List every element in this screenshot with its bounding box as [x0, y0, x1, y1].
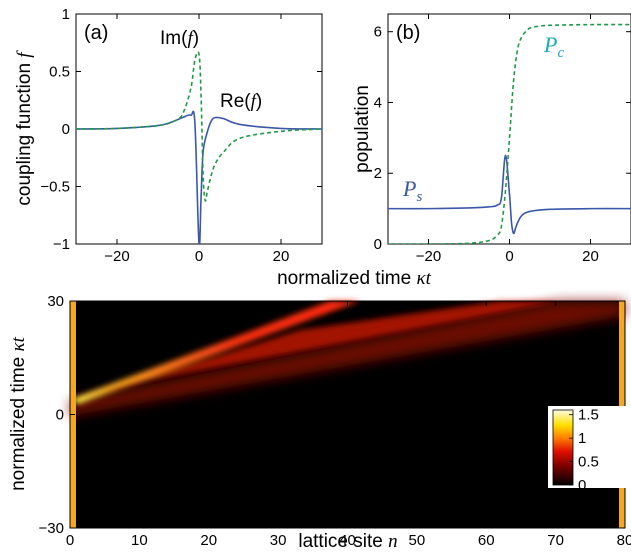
colorbar: 0 0.5 1 1.5: [548, 406, 628, 494]
panel-a-xtick-label: −20: [104, 248, 129, 265]
panel-a-ytick-label: −0.5: [40, 179, 70, 196]
panel-b-xtick-label: −20: [416, 248, 441, 265]
legend-re-suffix: ): [256, 91, 262, 112]
panel-c-xtick-label: 0: [66, 532, 74, 549]
heatmap-beam-glow: [70, 301, 625, 416]
colorbar-tick-label: 0: [578, 477, 586, 494]
panel-b-ytick-label: 6: [374, 24, 382, 41]
panel-c-xlabel-symbol: n: [388, 531, 398, 552]
panel-c-ytick-label: 0: [56, 407, 64, 424]
panel-c-xtick-label: 40: [339, 532, 356, 549]
panel-a-xtick-label: 20: [273, 248, 290, 265]
panel-a-ytick-label: 0: [62, 121, 70, 138]
legend-ps-sub: s: [416, 189, 422, 205]
legend-re-f: Re(f): [220, 91, 262, 112]
panel-a-xtick-label: 0: [195, 248, 203, 265]
heatmap-beam-core: [72, 301, 360, 404]
panel-c-ytick-label: −30: [39, 520, 64, 537]
heatmap-beam-halo: [70, 301, 625, 416]
panel-c-xtick-label: 30: [270, 532, 287, 549]
panel-b-xtick-label: 20: [582, 248, 599, 265]
panel-b-ytick-label: 4: [374, 94, 382, 111]
panel-c-xtick-label: 20: [200, 532, 217, 549]
panel-a-ylabel-symbol: f: [14, 50, 35, 58]
panel-c-ytick-label: 30: [47, 293, 64, 310]
panel-c-xlabel-text: lattice site: [298, 531, 382, 552]
panel-c-xtick-label: 80: [617, 532, 631, 549]
panel-c-xtick-label: 50: [409, 532, 426, 549]
legend-im-f: Im(f): [160, 28, 199, 49]
panel-c-xtick-label: 10: [131, 532, 148, 549]
legend-re-prefix: Re(: [220, 91, 251, 112]
colorbar-gradient: [552, 409, 574, 486]
shared-xlabel: normalized time κt: [277, 268, 432, 289]
legend-im-prefix: Im(: [160, 28, 188, 49]
legend-pc: Pc: [543, 32, 564, 61]
panel-a-series-solid: [76, 110, 322, 244]
panel-a-ylabel: coupling function f: [14, 50, 35, 206]
legend-ps: Ps: [402, 176, 422, 205]
panel-b-label: (b): [396, 22, 420, 44]
legend-im-suffix: ): [193, 28, 199, 49]
panel-b-ylabel: population: [352, 85, 373, 173]
legend-ps-symbol: P: [402, 176, 416, 201]
panel-a-series-dashed: [76, 51, 322, 202]
panel-a-ylabel-text: coupling function: [14, 63, 35, 206]
colorbar-ticks: 0 0.5 1 1.5: [569, 407, 599, 494]
shared-xlabel-symbol: κt: [416, 268, 431, 289]
panel-a-ytick-label: 1: [62, 6, 70, 23]
panel-c-ylabel: normalized time κt: [8, 336, 29, 491]
panel-b-lines: [388, 23, 631, 244]
panel-c-label: (c): [92, 314, 115, 336]
panel-c-xlabel: lattice site n: [298, 531, 397, 552]
panel-b-ytick-label: 0: [374, 236, 382, 253]
panel-a: −20 0 20−1−0.500.51 (a) Im(f) Re(f) coupli…: [14, 6, 323, 265]
colorbar-tick-label: 0.5: [578, 454, 599, 471]
panel-a-ytick-label: −1: [53, 236, 70, 253]
panel-b-xtick-label: 0: [505, 248, 513, 265]
panel-b-series-solid: [388, 154, 631, 235]
heatmap-beam: [72, 301, 560, 404]
panel-a-ytick-label: 0.5: [49, 64, 70, 81]
legend-pc-sub: c: [557, 45, 564, 61]
panel-c-ylabel-text: normalized time: [8, 357, 29, 491]
panel-a-lines: [76, 51, 322, 244]
legend-pc-symbol: P: [543, 32, 557, 57]
panel-b-axes: −20 0 20 0 2 4 6: [374, 14, 631, 265]
panel-b: −20 0 20 0 2 4 6 (b) Pc Ps population: [352, 13, 631, 265]
panel-c-xtick-label: 70: [547, 532, 564, 549]
panel-a-label: (a): [84, 22, 108, 44]
legend-re-symbol: f: [251, 91, 259, 112]
legend-im-symbol: f: [187, 28, 195, 49]
shared-xlabel-text: normalized time: [277, 268, 411, 289]
panel-b-ytick-label: 2: [374, 165, 382, 182]
panel-c-xtick-label: 60: [478, 532, 495, 549]
colorbar-tick-label: 1: [578, 430, 586, 447]
colorbar-tick-label: 1.5: [578, 407, 599, 424]
panel-c-ylabel-symbol: κt: [8, 336, 29, 351]
panel-b-series-dashed: [388, 23, 631, 244]
